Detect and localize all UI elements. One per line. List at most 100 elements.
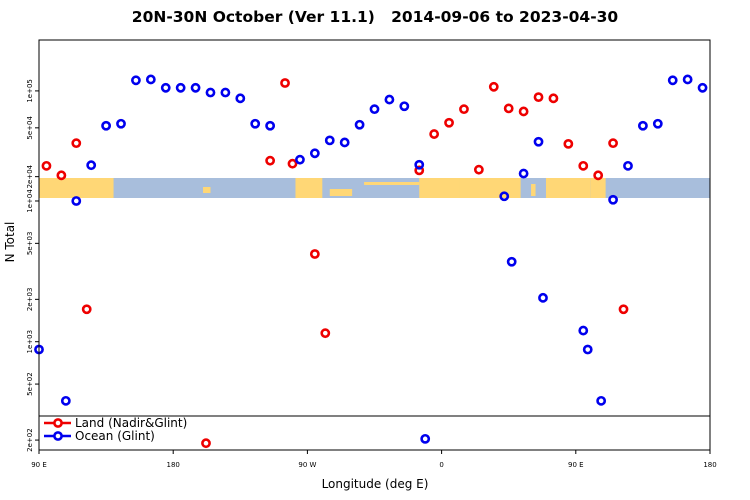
ocean-point-13 [295, 154, 305, 165]
ocean-point-9 [220, 87, 231, 98]
land-point-2 [71, 138, 82, 149]
ocean-point-40 [420, 433, 431, 444]
ocean-point-0 [86, 160, 97, 171]
ocean-point-19 [384, 94, 395, 105]
ocean-point-23 [533, 136, 544, 147]
arabia-land [459, 178, 521, 198]
land-legend-label: Land (Nadir&Glint) [75, 416, 187, 430]
lower-y-tick-label: 2e+02 [26, 428, 34, 452]
pacific-islands [203, 187, 211, 193]
land-point-20 [81, 304, 92, 315]
land-point-8 [444, 117, 454, 128]
upper-y-tick-label: 2e+04 [26, 164, 34, 188]
map-ocean [39, 178, 710, 198]
land-point-18 [593, 170, 604, 181]
ocean-point-8 [205, 87, 216, 98]
land-point-12 [503, 103, 514, 114]
sahara-edge [364, 182, 420, 185]
upper-y-tick-label: 5e+04 [26, 116, 34, 140]
lower-y-tick-label: 1e+04 [26, 189, 34, 213]
ocean-point-29 [697, 82, 708, 93]
land-point-7 [429, 129, 440, 139]
chart-title: 20N-30N October (Ver 11.1) 2014-09-06 to… [131, 8, 619, 26]
land-point-5 [287, 158, 298, 169]
ocean-point-26 [652, 118, 663, 129]
ocean-point-17 [354, 119, 365, 130]
ocean-point-20 [399, 101, 410, 112]
ocean-point-4 [145, 74, 156, 85]
africa-land [419, 178, 460, 198]
ocean-point-7 [190, 82, 201, 93]
land-point-15 [548, 93, 559, 104]
arabia-tip [531, 184, 536, 196]
x-tick-label: 180 [167, 461, 180, 469]
ocean-point-10 [235, 93, 246, 104]
ocean-point-1 [101, 120, 111, 131]
ocean-point-30 [71, 196, 82, 206]
land-point-17 [578, 160, 589, 171]
ocean-point-25 [638, 120, 648, 131]
land-point-23 [618, 304, 629, 315]
ocean-point-15 [324, 135, 335, 146]
land-point-24 [201, 438, 211, 449]
ocean-point-5 [160, 82, 171, 93]
land-point-13 [518, 106, 529, 117]
x-axis-label: Longitude (deg E) [321, 477, 429, 491]
india-land [545, 178, 591, 198]
ocean-point-27 [667, 75, 678, 86]
x-tick-label: 0 [439, 461, 443, 469]
land-point-1 [56, 170, 67, 181]
ocean-legend-marker [53, 431, 63, 441]
x-tick-label: 90 W [298, 461, 316, 469]
ocean-point-3 [131, 75, 141, 86]
ocean-point-16 [339, 137, 350, 148]
land-point-6 [414, 165, 425, 176]
land-point-19 [608, 138, 618, 149]
ocean-legend-label: Ocean (Glint) [75, 429, 155, 443]
land-point-21 [309, 249, 320, 259]
ocean-point-28 [682, 74, 693, 85]
lower-y-tick-label: 5e+03 [26, 232, 34, 256]
land-legend-marker [53, 418, 63, 428]
ocean-point-22 [518, 168, 529, 179]
ocean-point-31 [499, 191, 510, 202]
caribbean-islands [329, 189, 353, 196]
axes: 2e+04 5e+04 1e+05 2e+02 5e+02 1e+03 2e+03 5e+03… [26, 39, 717, 469]
land-point-14 [533, 92, 544, 103]
ocean-point-38 [582, 344, 593, 355]
ocean-point-35 [506, 256, 517, 267]
north-america-land [295, 178, 323, 198]
ocean-point-32 [608, 194, 618, 205]
lower-y-tick-label: 1e+03 [26, 330, 34, 354]
ocean-point-36 [538, 292, 548, 303]
land-point-9 [459, 104, 469, 115]
ocean-point-12 [265, 120, 276, 131]
land-point-10 [473, 164, 484, 175]
x-tick-label: 90 E [568, 461, 584, 469]
ocean-point-34 [60, 395, 71, 406]
plot-frame [38, 39, 711, 451]
land-point-3 [265, 155, 276, 166]
land-point-0 [41, 160, 52, 171]
southeast-asia-land [590, 178, 606, 198]
world-map-band [39, 178, 710, 198]
ocean-point-37 [578, 325, 589, 336]
x-tick-label: 180 [703, 461, 716, 469]
ocean-point-18 [369, 104, 380, 115]
asia-land [39, 178, 114, 198]
ocean-point-2 [116, 118, 126, 129]
ocean-point-14 [309, 148, 320, 159]
x-tick-label: 90 E [31, 461, 47, 469]
land-point-11 [488, 81, 499, 92]
land-point-4 [280, 78, 290, 88]
legend: Land (Nadir&Glint)Ocean (Glint) [44, 416, 187, 443]
land-point-22 [320, 328, 331, 339]
data-points [34, 74, 708, 449]
ocean-point-6 [175, 82, 186, 93]
ocean-point-24 [623, 160, 633, 171]
land-point-16 [563, 138, 574, 149]
ocean-point-21 [414, 159, 425, 170]
lower-y-tick-label: 2e+03 [26, 288, 34, 312]
ocean-point-11 [250, 118, 261, 129]
